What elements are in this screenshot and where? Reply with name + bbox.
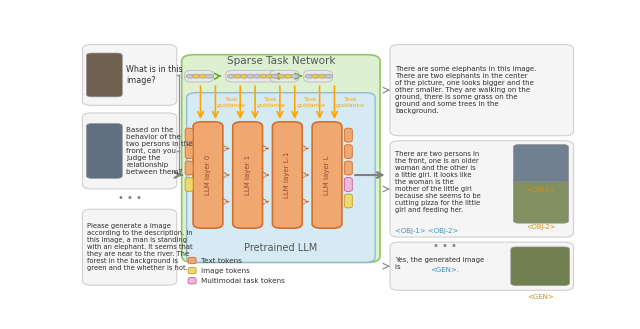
FancyBboxPatch shape [188, 267, 196, 274]
Text: LLM layer L-1: LLM layer L-1 [284, 152, 291, 198]
Text: Text tokens: Text tokens [201, 258, 242, 264]
FancyBboxPatch shape [390, 141, 573, 237]
Circle shape [291, 74, 299, 78]
Circle shape [193, 74, 200, 78]
Text: • • •: • • • [433, 241, 456, 251]
Text: Based on the
behavior of the
two persons in the
front, can you
judge the
relatio: Based on the behavior of the two persons… [126, 127, 193, 175]
FancyBboxPatch shape [344, 194, 352, 208]
Text: LLM layer L: LLM layer L [324, 155, 330, 195]
FancyBboxPatch shape [390, 242, 573, 290]
FancyBboxPatch shape [344, 145, 352, 159]
Text: Pretrained LLM: Pretrained LLM [244, 243, 317, 253]
Text: Multimodal task tokens: Multimodal task tokens [201, 278, 285, 284]
Text: <GEN>: <GEN> [527, 294, 554, 300]
FancyBboxPatch shape [513, 182, 568, 223]
FancyBboxPatch shape [233, 122, 262, 228]
Text: Yes, the generated image
is: Yes, the generated image is [395, 257, 484, 270]
FancyBboxPatch shape [185, 161, 193, 175]
FancyBboxPatch shape [390, 44, 573, 136]
Text: There are two persons in
the front, one is an older
woman and the other is
a lit: There are two persons in the front, one … [395, 151, 481, 213]
Circle shape [271, 74, 280, 78]
Text: • • •: • • • [118, 193, 141, 203]
Circle shape [227, 74, 236, 78]
FancyBboxPatch shape [511, 247, 570, 286]
Text: LLM layer 1: LLM layer 1 [244, 155, 251, 195]
FancyBboxPatch shape [83, 113, 177, 189]
Circle shape [284, 74, 292, 78]
Text: <GEN>.: <GEN>. [431, 267, 460, 273]
FancyBboxPatch shape [86, 124, 122, 178]
FancyBboxPatch shape [185, 128, 193, 142]
Text: Task
guidance: Task guidance [257, 97, 285, 108]
Circle shape [260, 74, 268, 78]
FancyBboxPatch shape [344, 178, 352, 191]
Circle shape [186, 74, 194, 78]
FancyBboxPatch shape [270, 70, 299, 82]
FancyBboxPatch shape [187, 93, 375, 263]
Circle shape [318, 74, 326, 78]
FancyBboxPatch shape [344, 161, 352, 175]
FancyBboxPatch shape [188, 257, 196, 264]
FancyBboxPatch shape [182, 55, 380, 263]
Circle shape [240, 74, 248, 78]
Text: Task
guidance: Task guidance [336, 97, 365, 108]
Circle shape [234, 74, 242, 78]
FancyBboxPatch shape [86, 53, 122, 97]
Circle shape [199, 74, 207, 78]
FancyBboxPatch shape [185, 145, 193, 159]
Text: Image tokens: Image tokens [201, 268, 250, 274]
Circle shape [273, 74, 280, 78]
Text: What is in this
image?: What is in this image? [126, 65, 183, 85]
Text: Task
guidance: Task guidance [296, 97, 325, 108]
Circle shape [324, 74, 332, 78]
FancyBboxPatch shape [193, 122, 223, 228]
Text: There are some elephants in this image.
There are two elephants in the center
of: There are some elephants in this image. … [395, 66, 536, 114]
Circle shape [205, 74, 213, 78]
Text: Sparse Task Network: Sparse Task Network [227, 56, 335, 66]
FancyBboxPatch shape [312, 122, 342, 228]
Text: <OBJ-2>: <OBJ-2> [527, 224, 556, 230]
FancyBboxPatch shape [226, 70, 280, 82]
FancyBboxPatch shape [513, 145, 568, 186]
Circle shape [266, 74, 274, 78]
Circle shape [278, 74, 286, 78]
Text: <OBJ-1>: <OBJ-1> [527, 187, 556, 193]
Text: LLM layer 0: LLM layer 0 [205, 155, 211, 195]
FancyBboxPatch shape [304, 70, 332, 82]
Circle shape [253, 74, 261, 78]
FancyBboxPatch shape [83, 44, 177, 105]
FancyBboxPatch shape [188, 278, 196, 284]
FancyBboxPatch shape [83, 209, 177, 285]
Text: Task
guidance: Task guidance [217, 97, 246, 108]
FancyBboxPatch shape [344, 128, 352, 142]
Circle shape [305, 74, 313, 78]
FancyBboxPatch shape [273, 122, 302, 228]
FancyBboxPatch shape [185, 70, 213, 82]
FancyBboxPatch shape [185, 178, 193, 191]
Circle shape [312, 74, 319, 78]
Circle shape [246, 74, 255, 78]
Text: <OBJ-1> <OBJ-2>: <OBJ-1> <OBJ-2> [395, 228, 458, 234]
Text: Please generate a image
according to the description. In
this image, a man is st: Please generate a image according to the… [88, 223, 193, 271]
